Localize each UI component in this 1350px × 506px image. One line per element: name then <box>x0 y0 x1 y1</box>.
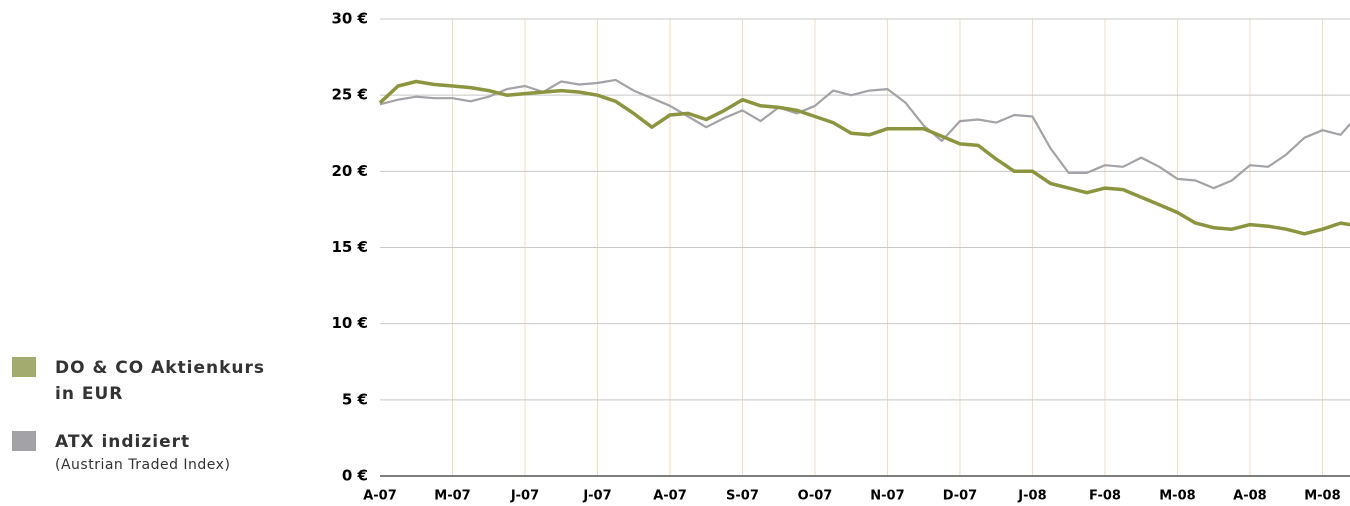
y-tick-label: 20 € <box>331 162 368 180</box>
x-tick-label: M-07 <box>434 489 470 504</box>
legend-swatch <box>12 357 36 377</box>
x-tick-label: A-07 <box>653 489 687 504</box>
x-tick-label: J-07 <box>510 489 539 504</box>
x-tick-label: N-07 <box>870 489 904 504</box>
y-tick-label: 25 € <box>331 86 368 104</box>
y-tick-label: 30 € <box>331 10 368 28</box>
y-tick-label: 0 € <box>342 467 368 485</box>
y-tick-label: 15 € <box>331 238 368 256</box>
y-tick-label: 5 € <box>342 390 368 408</box>
x-tick-label: D-07 <box>943 489 978 504</box>
series-line <box>378 79 1350 236</box>
x-tick-label: M-08 <box>1304 489 1340 504</box>
x-tick-label: A-08 <box>1233 489 1267 504</box>
legend-description: (Austrian Traded Index) <box>55 457 231 473</box>
legend-name: ATX indiziert <box>55 432 191 452</box>
x-tick-label: O-07 <box>798 489 833 504</box>
legend-label: DO & CO Aktienkurs in EUR <box>55 358 266 404</box>
y-tick-label: 10 € <box>331 314 368 332</box>
x-tick-label: J-08 <box>1017 489 1046 504</box>
x-tick-label: M-08 <box>1159 489 1195 504</box>
legend-swatch <box>12 431 36 451</box>
x-tick-label: S-07 <box>726 489 759 504</box>
x-tick-label: J-07 <box>582 489 611 504</box>
x-tick-label: A-07 <box>363 489 397 504</box>
x-tick-label: F-08 <box>1089 489 1121 504</box>
legend-label: ATX indiziert (Austrian Traded Index) <box>55 429 270 475</box>
